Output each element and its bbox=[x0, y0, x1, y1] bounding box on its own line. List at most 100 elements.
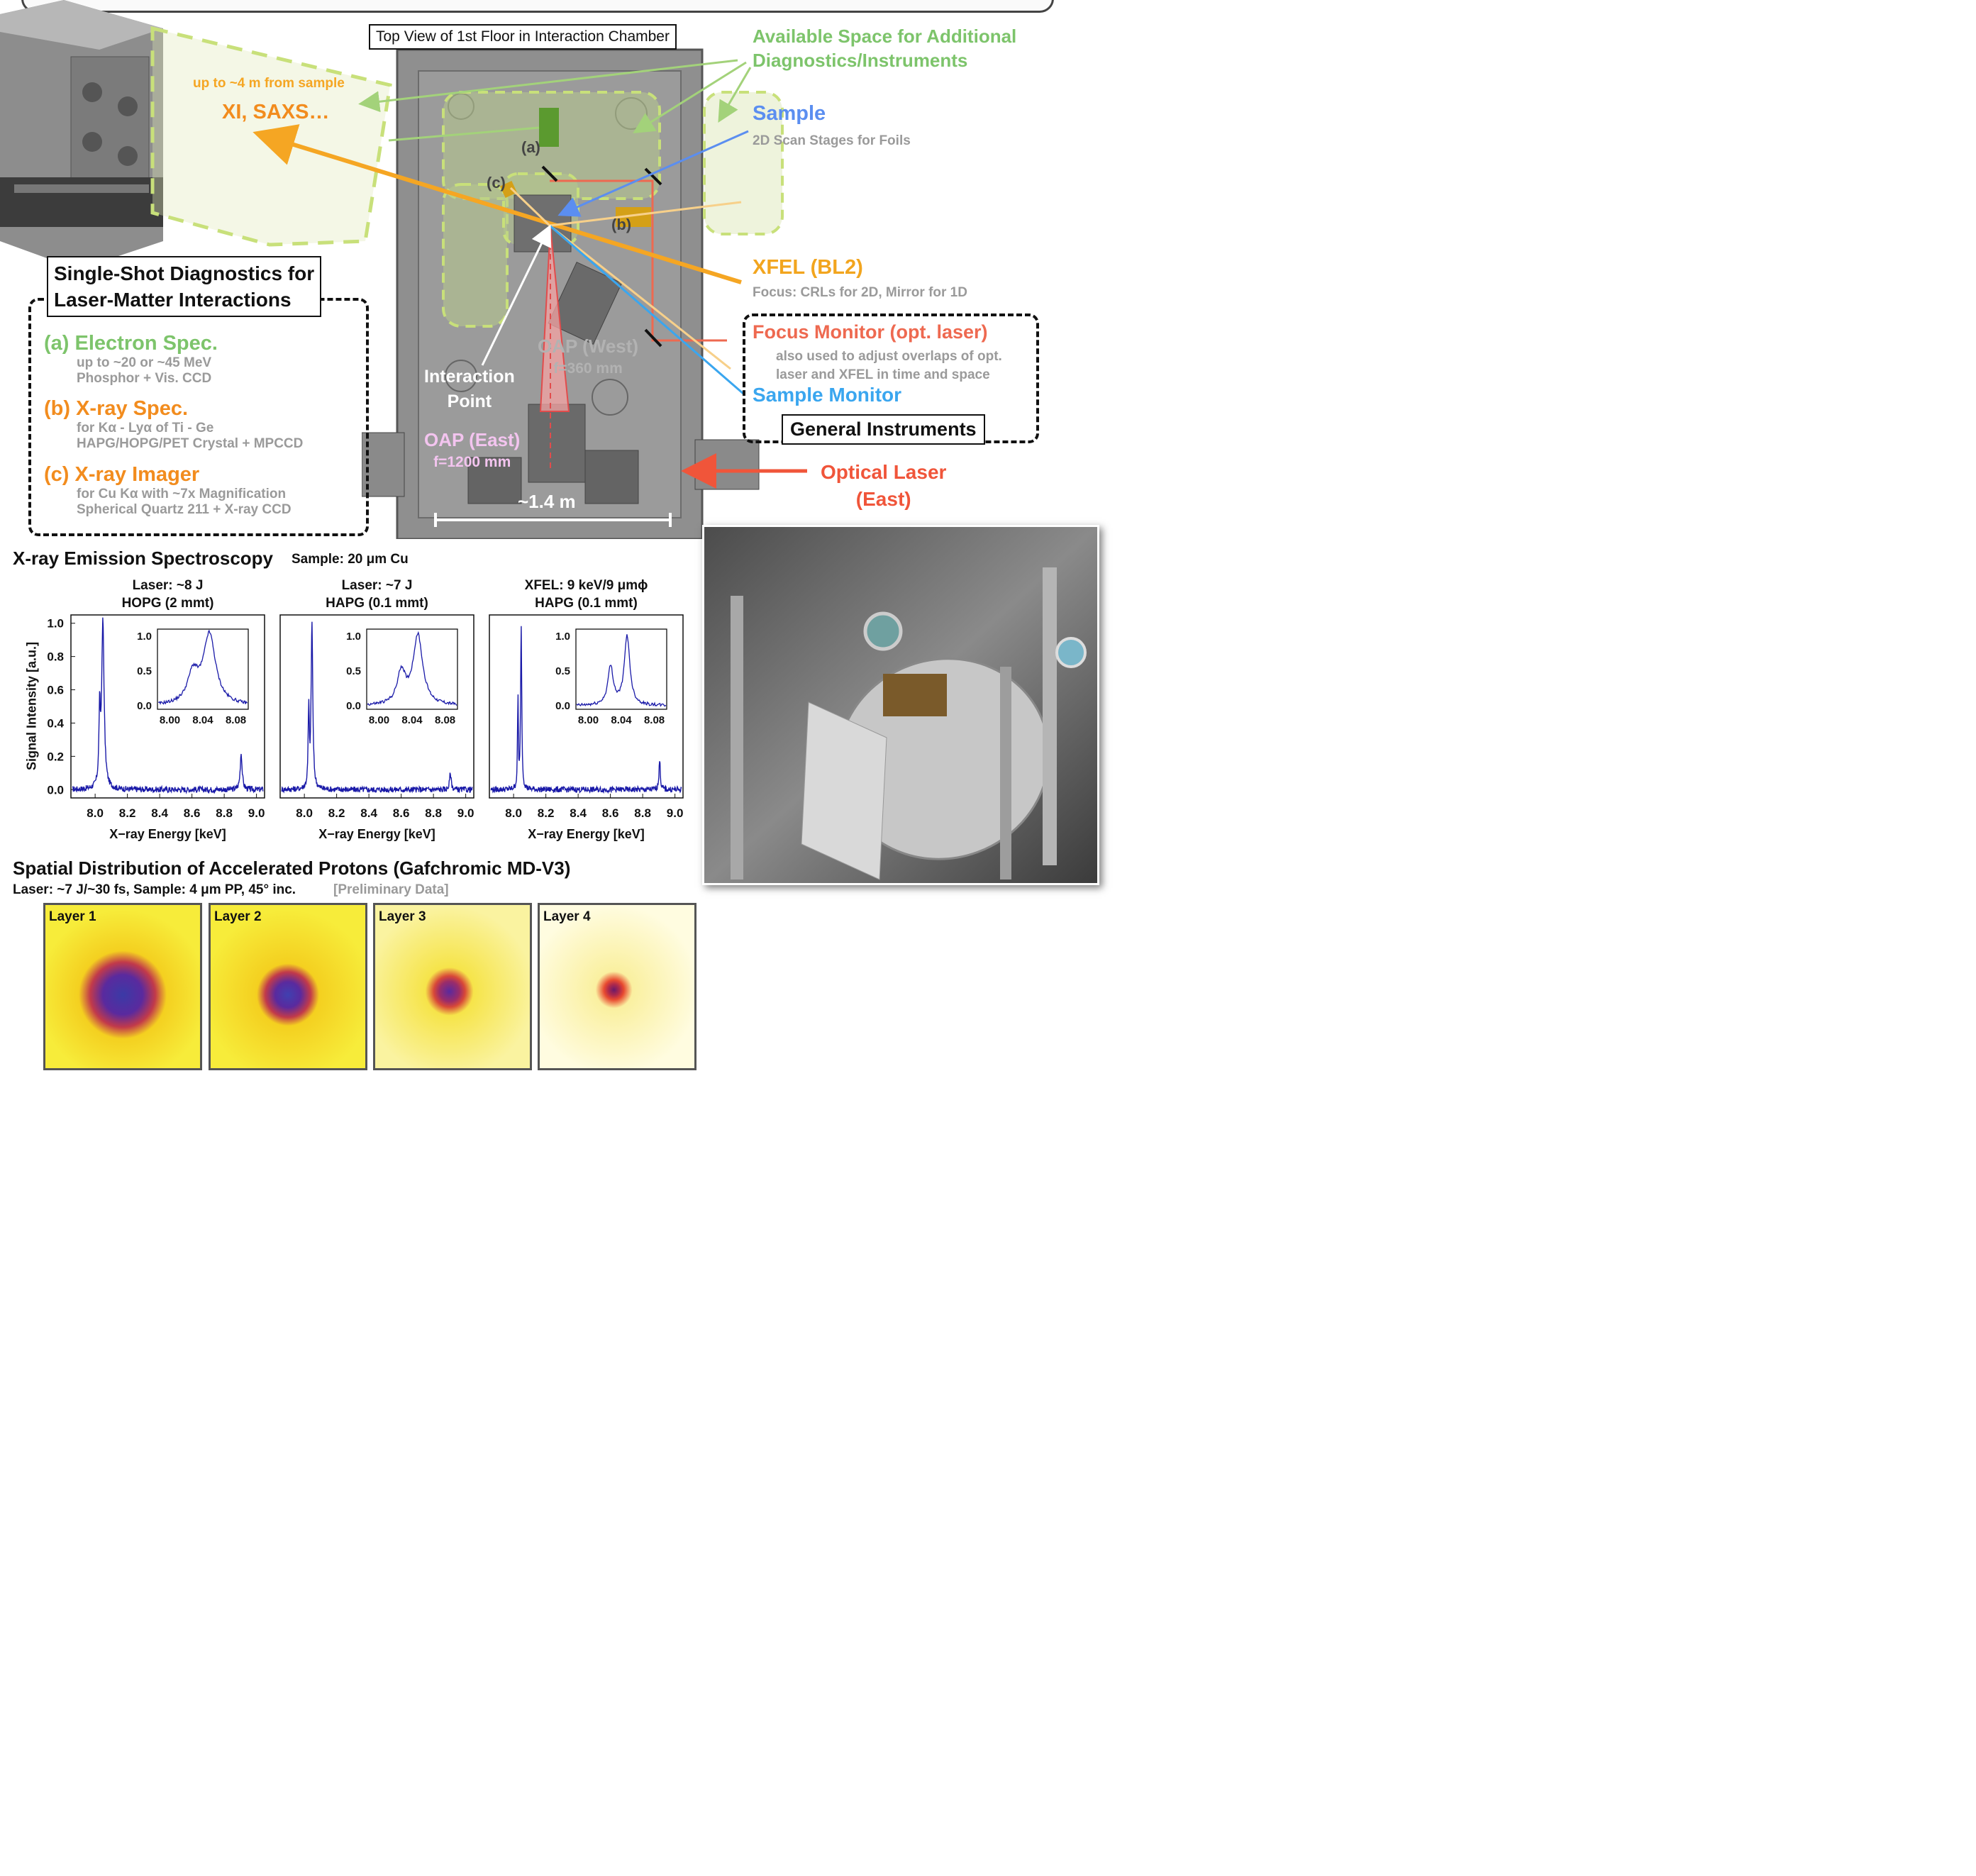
film-layer-2: Layer 2 bbox=[209, 903, 367, 1070]
inset-y-tick-label: 0.5 bbox=[346, 665, 361, 677]
inset-spectrum-line bbox=[158, 629, 248, 706]
x-tick-label: 8.0 bbox=[505, 806, 522, 820]
x-tick-label: 8.8 bbox=[216, 806, 233, 820]
x-axis-label: X−ray Energy [keV] bbox=[318, 827, 435, 841]
inset-spectrum-line bbox=[367, 631, 457, 706]
focus-monitor-sub-line2: laser and XFEL in time and space bbox=[776, 367, 990, 382]
film-layer-4: Layer 4 bbox=[538, 903, 696, 1070]
x-tick-label: 8.0 bbox=[296, 806, 313, 820]
spectroscopy-sample: Sample: 20 μm Cu bbox=[292, 552, 409, 567]
film-layer-label: Layer 4 bbox=[543, 909, 591, 924]
protons-note: [Preliminary Data] bbox=[333, 882, 449, 897]
inset-frame bbox=[157, 628, 249, 710]
inset-y-tick-label: 0.0 bbox=[555, 700, 570, 712]
diagnostic-item-title: (a) Electron Spec. bbox=[44, 332, 218, 355]
xfel-title: XFEL (BL2) bbox=[753, 256, 863, 279]
x-tick-label: 8.6 bbox=[602, 806, 619, 820]
film-layer-1: Layer 1 bbox=[43, 903, 202, 1070]
xi-saxs-label: XI, SAXS… bbox=[222, 101, 330, 123]
optical-laser-line2: (East) bbox=[855, 488, 911, 510]
inset-spectrum-line bbox=[576, 634, 667, 707]
y-tick-label: 0.8 bbox=[47, 650, 64, 664]
diagnostic-item-line: for Kα - Lyα of Ti - Ge bbox=[77, 421, 214, 435]
optical-laser-line1: Optical Laser bbox=[821, 461, 947, 483]
diagnostic-item-c: (c) X-ray Imager for Cu Kα with ~7x Magn… bbox=[44, 463, 292, 518]
spectrum-chart-3: XFEL: 9 keV/9 μmϕ HAPG (0.1 mmt) 8.0 8.2 8.4… bbox=[489, 578, 684, 841]
scale-label: ~1.4 m bbox=[518, 491, 576, 512]
chart-title: HAPG (0.1 mmt) bbox=[535, 596, 638, 611]
available-space-line1: Available Space for Additional bbox=[753, 26, 1017, 47]
inset-y-tick-label: 0.0 bbox=[346, 700, 361, 712]
interaction-point-line2: Point bbox=[447, 392, 492, 411]
inset-x-tick-label: 8.08 bbox=[435, 714, 455, 726]
chart-title: HOPG (2 mmt) bbox=[122, 596, 214, 611]
oap-east-line1: OAP (East) bbox=[424, 429, 521, 450]
x-tick-label: 8.6 bbox=[393, 806, 410, 820]
x-tick-label: 8.8 bbox=[425, 806, 442, 820]
inset-y-tick-label: 0.0 bbox=[137, 700, 152, 712]
y-tick-label: 0.2 bbox=[47, 750, 64, 763]
protons-title: Spatial Distribution of Accelerated Prot… bbox=[13, 857, 571, 879]
inset-x-tick-label: 8.04 bbox=[192, 714, 213, 726]
x-tick-label: 8.2 bbox=[119, 806, 136, 820]
y-tick-label: 0.4 bbox=[47, 716, 64, 730]
marker-a: (a) bbox=[521, 138, 540, 156]
available-space-line2: Diagnostics/Instruments bbox=[753, 50, 968, 71]
distance-label: up to ~4 m from sample bbox=[193, 76, 345, 91]
x-tick-label: 8.0 bbox=[87, 806, 104, 820]
x-tick-label: 8.2 bbox=[538, 806, 555, 820]
inset-y-tick-label: 1.0 bbox=[346, 631, 361, 643]
external-chamber-image bbox=[0, 0, 163, 270]
diagnostic-item-line: Phosphor + Vis. CCD bbox=[77, 371, 212, 386]
focus-monitor-title: Focus Monitor (opt. laser) bbox=[753, 321, 988, 343]
inset-x-tick-label: 8.08 bbox=[644, 714, 665, 726]
focus-monitor-sub-line1: also used to adjust overlaps of opt. bbox=[776, 349, 1002, 364]
spectrum-line bbox=[281, 621, 473, 794]
oap-west-line1: OAP (West) bbox=[538, 335, 639, 357]
inset-y-tick-label: 1.0 bbox=[137, 631, 152, 643]
inset-frame bbox=[575, 628, 667, 710]
diagnostic-item-line: Spherical Quartz 211 + X-ray CCD bbox=[77, 502, 292, 517]
inset-frame bbox=[366, 628, 458, 710]
available-space-label: Available Space for Additional Diagnosti… bbox=[753, 24, 1016, 72]
inset-y-tick-label: 0.5 bbox=[137, 665, 152, 677]
inset-x-tick-label: 8.04 bbox=[401, 714, 423, 726]
diagnostic-item-a: (a) Electron Spec. up to ~20 or ~45 MeV … bbox=[44, 332, 218, 387]
diagnostic-item-line: HAPG/HOPG/PET Crystal + MPCCD bbox=[77, 436, 304, 451]
oap-east-line2: f=1200 mm bbox=[433, 454, 511, 470]
marker-b: (b) bbox=[611, 216, 632, 233]
inset-x-tick-label: 8.00 bbox=[578, 714, 599, 726]
x-tick-label: 9.0 bbox=[457, 806, 474, 820]
spectrum-chart-1: Laser: ~8 J HOPG (2 mmt) 8.0 8.2 8.4 8.6 8.8 9.… bbox=[47, 578, 265, 841]
x-tick-label: 8.2 bbox=[328, 806, 345, 820]
diagnostics-title-line1: Single-Shot Diagnostics for bbox=[54, 262, 315, 284]
x-tick-label: 8.8 bbox=[634, 806, 651, 820]
spectroscopy-title: X-ray Emission Spectroscopy bbox=[13, 548, 274, 569]
y-tick-label: 1.0 bbox=[47, 617, 64, 631]
oap-west-label: OAP (West) f=360 mm bbox=[538, 335, 638, 380]
optical-laser-label: Optical Laser (East) bbox=[821, 459, 946, 513]
diagnostic-item-line: up to ~20 or ~45 MeV bbox=[77, 355, 212, 370]
spectrum-chart-2: Laser: ~7 J HAPG (0.1 mmt) 8.0 8.2 8.4 8.6 8.8… bbox=[279, 578, 474, 841]
diagnostic-item-title: (c) X-ray Imager bbox=[44, 463, 200, 486]
oap-east-label: OAP (East) f=1200 mm bbox=[424, 428, 520, 474]
y-tick-label: 0.0 bbox=[47, 783, 64, 797]
diagnostic-item-b: (b) X-ray Spec. for Kα - Lyα of Ti - Ge … bbox=[44, 397, 303, 452]
chamber-title: Top View of 1st Floor in Interaction Cha… bbox=[369, 24, 677, 50]
sample-title: Sample bbox=[753, 102, 826, 125]
oap-west-line2: f=360 mm bbox=[553, 360, 623, 377]
chamber-top-view bbox=[362, 48, 760, 539]
x-axis-label: X−ray Energy [keV] bbox=[528, 827, 645, 841]
film-layer-3: Layer 3 bbox=[373, 903, 532, 1070]
inset-x-tick-label: 8.00 bbox=[160, 714, 180, 726]
x-tick-label: 8.4 bbox=[570, 806, 587, 820]
diagnostic-item-title: (b) X-ray Spec. bbox=[44, 397, 189, 420]
chart-title: Laser: ~7 J bbox=[342, 578, 413, 593]
beam-lines-overlay bbox=[150, 26, 807, 489]
diagnostics-title: Single-Shot Diagnostics for Laser-Matter… bbox=[47, 256, 322, 317]
protons-subtitle: Laser: ~7 J/~30 fs, Sample: 4 μm PP, 45°… bbox=[13, 882, 296, 897]
spectrum-line bbox=[490, 626, 682, 794]
film-layer-label: Layer 2 bbox=[214, 909, 262, 924]
focus-monitor-sub: also used to adjust overlaps of opt. las… bbox=[776, 348, 1002, 384]
interaction-point-line1: Interaction bbox=[424, 367, 515, 387]
